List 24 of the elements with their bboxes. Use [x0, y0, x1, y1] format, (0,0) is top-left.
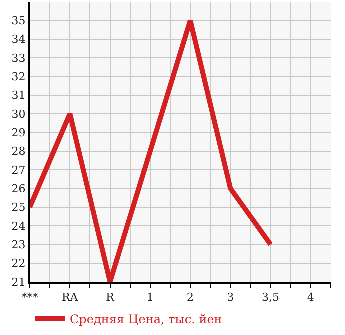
x-tick-label: 3 — [227, 291, 234, 304]
y-tick-label: 34 — [12, 33, 26, 46]
x-tick-label: *** — [22, 291, 39, 304]
y-tick-label: 21 — [12, 276, 26, 289]
y-tick-label: 32 — [12, 70, 26, 84]
y-tick-label: 30 — [12, 108, 26, 121]
y-tick-label: 27 — [12, 164, 26, 177]
x-tick-label: 4 — [307, 291, 314, 304]
y-tick-label: 25 — [12, 201, 26, 214]
legend-label: Средняя Цена, тыс. йен — [70, 312, 222, 327]
y-tick-label: 24 — [12, 220, 26, 233]
y-tick-label: 22 — [12, 257, 26, 270]
x-tick-label: 2 — [187, 291, 194, 304]
y-tick-label: 31 — [12, 89, 26, 102]
y-tick-label: 33 — [12, 52, 26, 65]
x-tick-label: R — [106, 291, 116, 304]
y-tick-label: 23 — [12, 238, 26, 252]
y-tick-label: 29 — [12, 126, 26, 140]
y-tick-label: 35 — [12, 14, 26, 28]
x-tick-label: 1 — [146, 291, 154, 304]
y-tick-label: 28 — [12, 145, 26, 158]
x-tick-label: 3,5 — [262, 291, 280, 304]
y-tick-label: 26 — [12, 182, 26, 196]
x-tick-label: RA — [62, 291, 80, 304]
